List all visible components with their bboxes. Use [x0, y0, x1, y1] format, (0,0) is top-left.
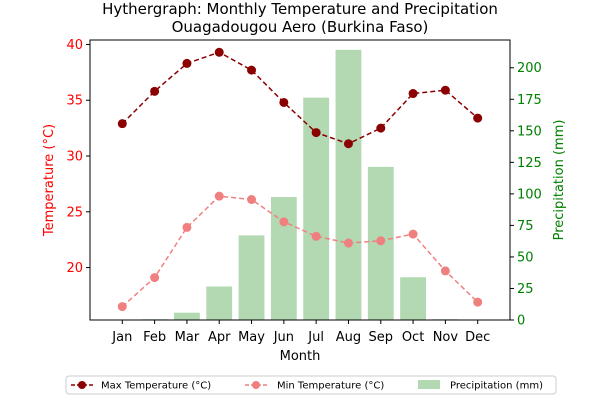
legend-label-max-temp: Max Temperature (°C) [101, 381, 211, 392]
max-temp-point-feb [150, 87, 159, 96]
right-y-tick-label-175: 175 [517, 93, 542, 108]
max-temp-point-sep [376, 124, 385, 133]
min-temp-point-may [247, 195, 256, 204]
legend-swatch-max-temp-marker [78, 381, 86, 389]
left-y-tick-label-30: 30 [66, 150, 83, 165]
x-axis-label: Month [280, 349, 321, 364]
x-tick-label-aug: Aug [336, 330, 361, 345]
right-y-tick-label-50: 50 [517, 250, 534, 265]
right-y-tick-label-200: 200 [517, 61, 542, 76]
chart-title: Hythergraph: Monthly Temperature and Pre… [102, 0, 498, 18]
max-temp-point-nov [441, 86, 450, 95]
max-temp-point-jan [118, 119, 127, 128]
right-y-tick-label-100: 100 [517, 187, 542, 202]
x-tick-label-sep: Sep [369, 330, 394, 345]
x-tick-label-nov: Nov [433, 330, 459, 345]
max-temp-line [122, 52, 477, 143]
min-temp-point-feb [150, 273, 159, 282]
legend-swatch-min-temp-marker [252, 381, 260, 389]
legend-label-min-temp: Min Temperature (°C) [277, 381, 384, 392]
min-temp-point-oct [409, 230, 418, 239]
x-tick-label-jun: Jun [273, 330, 294, 345]
left-y-tick-label-35: 35 [66, 94, 83, 109]
min-temp-point-jul [312, 232, 321, 241]
min-temp-point-jun [279, 217, 288, 226]
right-y-tick-label-75: 75 [517, 219, 534, 234]
legend-swatch-precipitation [418, 380, 440, 389]
max-temp-point-aug [344, 139, 353, 148]
x-tick-label-apr: Apr [208, 330, 231, 345]
x-axis: Jan Feb Mar Apr May Jun Jul Aug Sep Oct Nov Dec [111, 320, 490, 345]
right-y-axis: 0 25 50 75 100 125 150 175 200 [510, 61, 542, 328]
min-temp-point-apr [215, 192, 224, 201]
legend-label-precipitation: Precipitation (mm) [450, 381, 543, 392]
max-temp-point-dec [473, 114, 482, 123]
precip-bar-may [239, 235, 265, 320]
precip-bar-mar [174, 313, 200, 320]
precip-bar-oct [400, 277, 426, 320]
min-temp-point-dec [473, 298, 482, 307]
left-y-tick-label-20: 20 [66, 261, 83, 276]
min-temp-point-nov [441, 266, 450, 275]
chart-subtitle: Ouagadougou Aero (Burkina Faso) [172, 18, 429, 36]
min-temp-point-sep [376, 236, 385, 245]
min-temp-point-mar [182, 223, 191, 232]
x-tick-label-jul: Jul [307, 330, 324, 345]
max-temp-point-apr [215, 48, 224, 57]
x-tick-label-dec: Dec [465, 330, 490, 345]
precip-bar-apr [206, 286, 232, 320]
right-y-tick-label-150: 150 [517, 124, 542, 139]
max-temp-point-mar [182, 59, 191, 68]
max-temp-point-jul [312, 128, 321, 137]
max-temp-point-jun [279, 98, 288, 107]
temperature-lines [118, 48, 482, 311]
left-y-axis-label: Temperature (°C) [42, 124, 57, 237]
x-tick-label-jan: Jan [111, 330, 132, 345]
min-temp-point-jan [118, 302, 127, 311]
right-y-tick-label-125: 125 [517, 156, 542, 171]
precip-bar-aug [336, 50, 362, 320]
left-y-axis: 20 25 30 35 40 [66, 38, 90, 276]
legend: Max Temperature (°C) Min Temperature (°C… [66, 376, 556, 394]
x-tick-label-oct: Oct [402, 330, 424, 345]
x-tick-label-may: May [238, 330, 265, 345]
left-y-tick-label-40: 40 [66, 38, 83, 53]
right-y-axis-label: Precipitation (mm) [552, 120, 567, 241]
right-y-tick-label-25: 25 [517, 282, 534, 297]
x-tick-label-mar: Mar [175, 330, 200, 345]
left-y-tick-label-25: 25 [66, 205, 83, 220]
max-temp-point-oct [409, 89, 418, 98]
right-y-tick-label-0: 0 [517, 314, 525, 329]
x-tick-label-feb: Feb [143, 330, 166, 345]
min-temp-point-aug [344, 239, 353, 248]
max-temp-point-may [247, 66, 256, 75]
